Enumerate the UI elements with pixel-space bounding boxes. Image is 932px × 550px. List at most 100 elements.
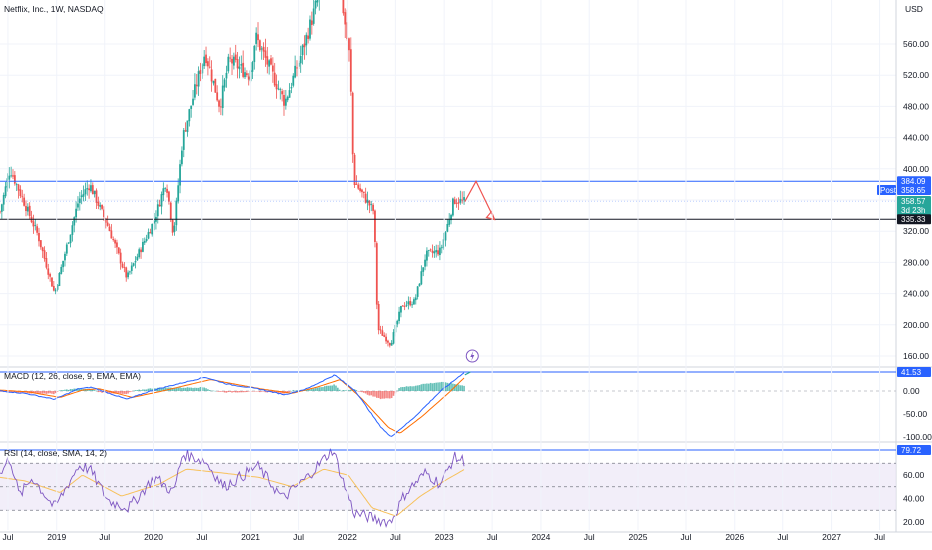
badge-label: Post [880, 186, 897, 195]
macd-hist-bar [433, 382, 436, 391]
candle-body [145, 238, 148, 241]
price-tick-label: 520.00 [903, 70, 929, 80]
macd-hist-bar [285, 391, 287, 393]
time-tick-label: Jul [3, 532, 14, 542]
earnings-bolt-icon[interactable] [465, 349, 479, 363]
badge-value: 384.09 [901, 177, 926, 186]
candle-body [355, 183, 358, 185]
candle-body [169, 202, 172, 220]
macd-hist-bar [247, 391, 250, 392]
candle-body [162, 188, 165, 196]
badge-value: 335.33 [901, 215, 926, 224]
candle-body [95, 190, 98, 203]
macd-hist-bar [132, 390, 135, 392]
macd-pane[interactable]: 0.00 -50.00 -100.00 41.53 [0, 367, 932, 442]
macd-hist-bar [60, 390, 63, 391]
candle-body [25, 206, 27, 212]
macd-hist-bar [388, 391, 391, 399]
macd-title: MACD (12, 26, close, 9, EMA, EMA) [4, 371, 141, 381]
macd-hist-bar [327, 385, 330, 391]
macd-hist-bar [379, 391, 382, 400]
candle-body [51, 277, 53, 287]
candle-body [110, 230, 113, 239]
macd-hist-bar [370, 391, 373, 396]
macd-hist-bar [10, 391, 12, 393]
candle-body [117, 247, 120, 254]
candle-body [212, 80, 215, 84]
macd-hist-bar [51, 391, 53, 394]
candles [0, 0, 465, 348]
macd-hist-bar [212, 390, 215, 392]
macd-hist-bar [253, 391, 256, 392]
candle-body [223, 79, 226, 88]
macd-hist-bar [142, 389, 144, 391]
time-tick-label: Jul [293, 532, 304, 542]
macd-hist-bar [156, 387, 159, 391]
macd-hist-bar [312, 388, 315, 391]
macd-hist-bar [400, 387, 402, 391]
candle-body [310, 20, 313, 25]
price-badge: 335.33 [897, 214, 931, 225]
candle-body [60, 266, 63, 274]
macd-hist-bar [173, 387, 176, 391]
macd-hist-bar [181, 387, 183, 391]
candle-body [75, 208, 78, 218]
time-axis[interactable]: Jul 2019 Jul 2020 Jul 2021 Jul 2022 Jul 2023 Jul 20… [3, 0, 886, 542]
macd-hist-bar [38, 391, 40, 394]
macd-hist-bar [322, 387, 324, 391]
macd-hist-bar [210, 390, 213, 392]
candle-body [181, 150, 183, 165]
candle-body [409, 300, 412, 306]
candle-body [136, 256, 139, 261]
candle-body [80, 195, 83, 198]
price-pane[interactable]: 560.00520.00480.00440.00400.00360.00320.… [0, 0, 932, 533]
candle-body [2, 195, 5, 205]
macd-hist-bar [93, 390, 96, 391]
candle-body [0, 211, 1, 213]
price-tick-label: 320.00 [903, 226, 929, 236]
macd-tick-label: 0.00 [903, 386, 920, 396]
candle-body [71, 225, 74, 235]
price-tick-label: 480.00 [903, 101, 929, 111]
candle-body [416, 286, 419, 297]
candle-body [281, 91, 284, 95]
macd-hist-bar [418, 385, 421, 391]
macd-hist-bar [129, 391, 131, 393]
macd-hist-bar [246, 391, 248, 393]
macd-tick-label: -50.00 [903, 409, 927, 419]
macd-badge-text: 41.53 [901, 368, 922, 377]
macd-hist-bar [207, 389, 209, 391]
macd-hist-bar [364, 391, 367, 394]
macd-hist-bar [455, 384, 458, 391]
candle-body [368, 200, 371, 206]
candle-body [370, 204, 373, 205]
candle-body [268, 60, 271, 67]
macd-hist-bar [411, 386, 413, 391]
candle-body [142, 241, 144, 252]
candle-body [448, 219, 451, 225]
candle-body [43, 250, 46, 259]
macd-hist-bar [259, 391, 261, 393]
macd-hist-bar [439, 382, 441, 391]
candle-body [108, 226, 111, 232]
macd-hist-bar [116, 391, 118, 394]
macd-hist-bar [158, 387, 161, 391]
candle-body [184, 130, 187, 132]
projection-path[interactable] [464, 179, 496, 220]
macd-hist-bar [236, 391, 239, 393]
candle-body [312, 8, 315, 24]
macd-hist-bar [429, 382, 432, 391]
macd-hist-bar [331, 385, 334, 391]
macd-hist-bar [403, 386, 406, 391]
time-tick-label: 2019 [47, 532, 66, 542]
macd-hist-bar [162, 388, 165, 391]
candle-body [383, 335, 386, 337]
macd-hist-bar [88, 389, 90, 391]
macd-hist-bar [416, 385, 419, 391]
projection-arrowhead [485, 210, 496, 221]
candle-body [64, 253, 66, 261]
rsi-pane[interactable]: 60.00 40.00 20.00 79.72 [0, 445, 931, 528]
candle-body [186, 120, 189, 133]
